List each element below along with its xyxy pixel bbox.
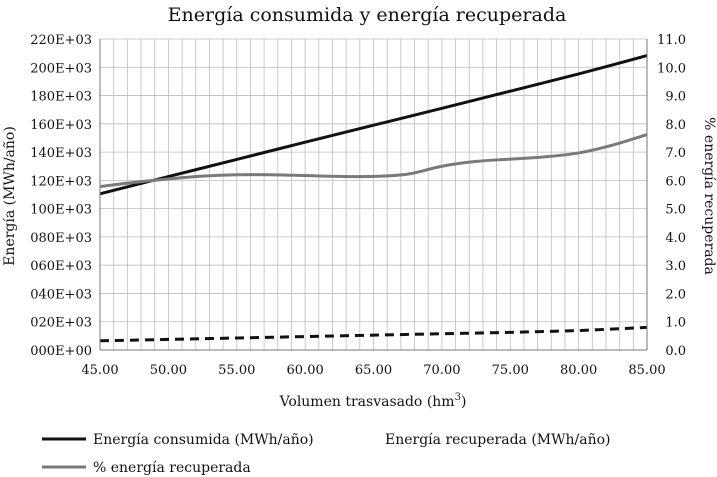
series-energia-recuperada xyxy=(99,325,648,343)
x-axis-label-close: ) xyxy=(461,394,466,410)
tick-labels: 45.00 50.00 55.00 60.00 65.00 70.00 75.00 80.00… xyxy=(30,33,686,378)
x-tick-label: 85.00 xyxy=(628,363,665,378)
chart-title: Energía consumida y energía recuperada xyxy=(168,4,567,26)
axes xyxy=(99,39,648,351)
y-right-tick-label: 8.0 xyxy=(665,118,686,133)
legend: Energía consumida (MWh/año) Energía recup… xyxy=(42,432,611,476)
y-left-tick-label: 120E+03 xyxy=(30,174,92,189)
y-left-tick-label: 060E+03 xyxy=(30,259,92,274)
y-right-tick-label: 0.0 xyxy=(665,344,686,359)
series-porcentaje-recuperada xyxy=(99,133,648,189)
y-left-tick-label: 100E+03 xyxy=(30,203,92,218)
y-right-tick-label: 3.0 xyxy=(665,259,686,274)
y-left-tick-label: 040E+03 xyxy=(30,287,92,302)
x-tick-label: 45.00 xyxy=(81,363,118,378)
x-tick-label: 70.00 xyxy=(423,363,460,378)
y-right-tick-label: 4.0 xyxy=(665,231,686,246)
y-left-tick-label: 140E+03 xyxy=(30,146,92,161)
x-axis-label-superscript: 3 xyxy=(455,392,461,403)
y-left-tick-label: 160E+03 xyxy=(30,118,92,133)
y-right-tick-label: 7.0 xyxy=(665,146,686,161)
x-tick-label: 80.00 xyxy=(560,363,597,378)
x-tick-label: 65.00 xyxy=(355,363,392,378)
y-right-tick-label: 6.0 xyxy=(665,174,686,189)
x-tick-label: 75.00 xyxy=(492,363,529,378)
y-left-tick-label: 020E+03 xyxy=(30,316,92,331)
x-axis-label: Volumen trasvasado (hm3) xyxy=(279,392,467,410)
x-tick-label: 50.00 xyxy=(150,363,187,378)
y-right-tick-label: 9.0 xyxy=(665,90,686,105)
y-right-tick-label: 1.0 xyxy=(665,316,686,331)
grid xyxy=(99,38,648,351)
series-energia-consumida xyxy=(99,54,648,196)
y-left-tick-label: 000E+00 xyxy=(30,344,92,359)
y-right-tick-label: 2.0 xyxy=(665,287,686,302)
y-right-tick-label: 10.0 xyxy=(657,61,686,76)
x-tick-label: 60.00 xyxy=(287,363,324,378)
y-left-tick-label: 200E+03 xyxy=(30,61,92,76)
y-right-tick-label: 11.0 xyxy=(657,33,686,48)
y-left-tick-label: 180E+03 xyxy=(30,90,92,105)
x-tick-label: 55.00 xyxy=(218,363,255,378)
y-axis-right-label: % energía recuperada xyxy=(701,117,717,275)
legend-porcentaje-recuperada-label: % energía recuperada xyxy=(93,460,251,476)
legend-energia-recuperada-label: Energía recuperada (MWh/año) xyxy=(385,432,611,448)
series-group xyxy=(99,54,648,343)
legend-energia-consumida-label: Energía consumida (MWh/año) xyxy=(93,432,314,448)
y-left-tick-label: 080E+03 xyxy=(30,231,92,246)
x-axis-label-main: Volumen trasvasado (hm xyxy=(279,394,455,410)
y-axis-left-label: Energía (MWh/año) xyxy=(2,126,18,266)
y-left-tick-label: 220E+03 xyxy=(30,33,92,48)
y-right-tick-label: 5.0 xyxy=(665,203,686,218)
